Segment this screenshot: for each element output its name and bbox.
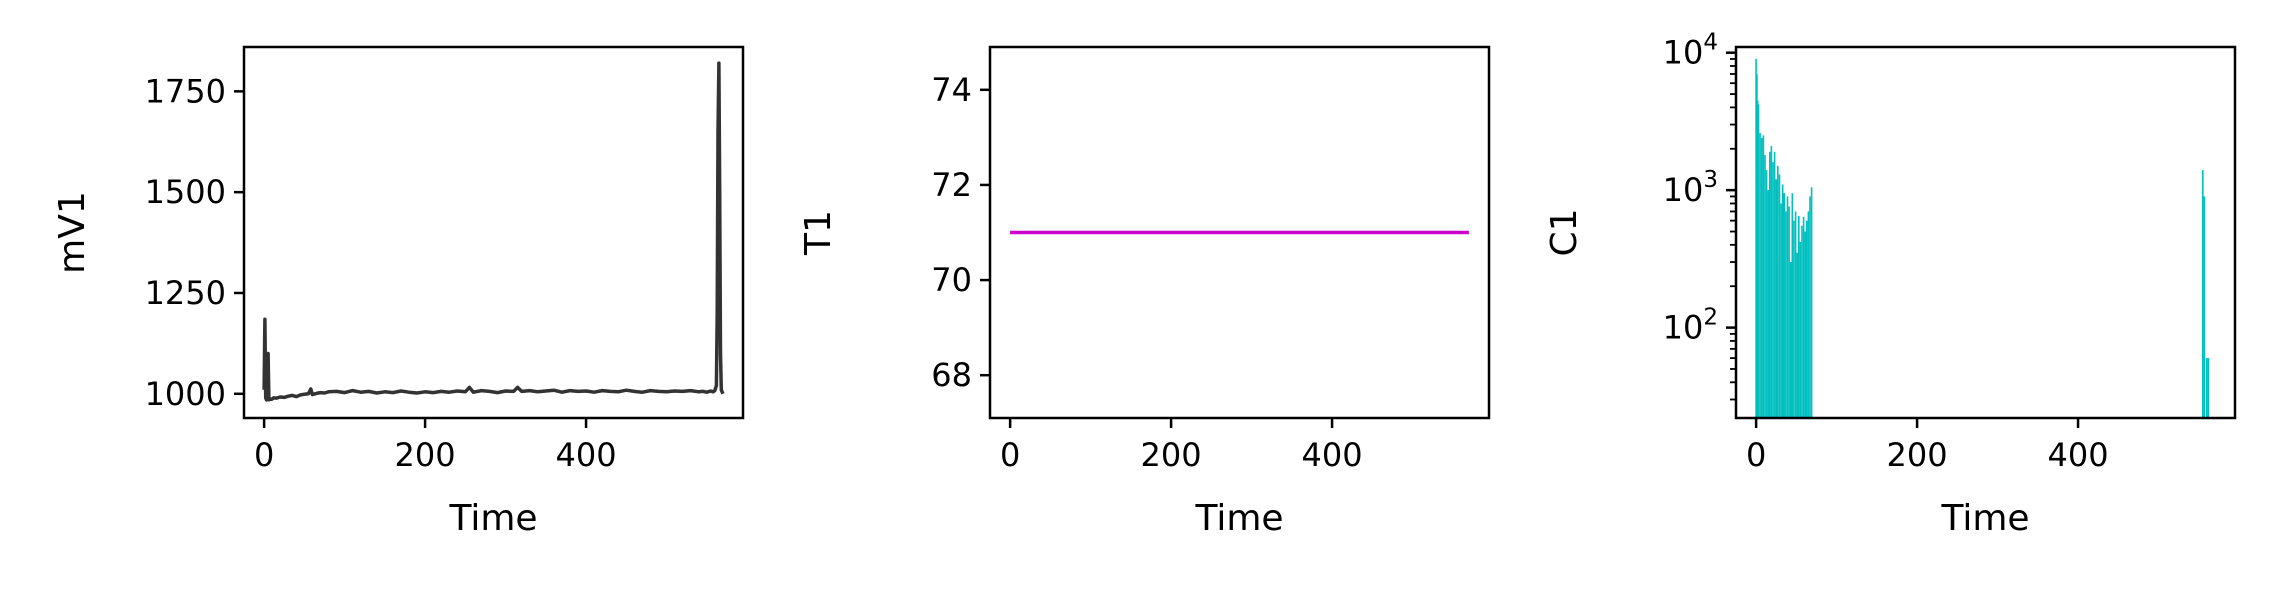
data-bar <box>1798 215 1800 418</box>
data-bar <box>1788 206 1790 418</box>
data-bar <box>1775 179 1777 418</box>
data-bar <box>1772 162 1774 418</box>
x-tick-label: 200 <box>1887 436 1948 474</box>
data-bar <box>1769 151 1771 418</box>
chart-panel-3: 0 200 400 102 103 104 Time C1 <box>1544 30 2237 539</box>
data-bar <box>1762 135 1765 418</box>
data-bar <box>1785 211 1787 418</box>
y-tick-label: 1250 <box>145 274 226 312</box>
y-tick-label: 1000 <box>145 375 226 413</box>
data-bar <box>1757 104 1760 418</box>
y-tick-label: 102 <box>1663 305 1718 347</box>
y-tick-label: 1500 <box>145 173 226 211</box>
x-tick-label: 0 <box>1000 436 1020 474</box>
y-tick-label: 68 <box>931 356 972 394</box>
y-tick-label: 1750 <box>145 72 226 110</box>
data-bar <box>1765 170 1768 418</box>
y-tick-label: 103 <box>1663 167 1718 209</box>
y-tick-label: 72 <box>931 166 972 204</box>
chart-panel-2: 0 200 400 68 70 72 74 Time T1 <box>798 45 1491 539</box>
y-tick-label: 74 <box>931 71 972 109</box>
data-bar <box>1786 196 1789 418</box>
x-tick-label: 200 <box>395 436 456 474</box>
x-tick-label: 200 <box>1141 436 1202 474</box>
data-bar <box>1802 216 1805 418</box>
data-bar <box>1796 252 1798 418</box>
data-bar <box>1781 184 1784 418</box>
y-tick-label: 104 <box>1663 30 1718 72</box>
x-tick-label: 400 <box>2048 436 2109 474</box>
data-bar <box>1809 196 1811 418</box>
y-axis-label: T1 <box>798 210 839 256</box>
data-bar <box>1767 190 1769 418</box>
axes-frame <box>242 45 745 420</box>
data-bar <box>1794 211 1797 418</box>
chart-panel-1: 0 200 400 1000 1250 1500 1750 Time mV1 <box>52 45 745 539</box>
data-bar <box>1807 211 1810 418</box>
x-axis-label: Time <box>1940 498 2029 539</box>
data-bar <box>1764 155 1766 418</box>
x-tick-label: 0 <box>1746 436 1766 474</box>
data-bar <box>1791 193 1794 418</box>
y-axis-label: mV1 <box>52 191 93 274</box>
x-tick-label: 0 <box>254 436 274 474</box>
data-bar <box>1801 225 1803 418</box>
data-bar <box>1756 74 1758 418</box>
data-bar <box>2203 196 2206 418</box>
data-bar <box>1799 241 1802 418</box>
axes-frame <box>1734 45 2237 420</box>
data-bar <box>2206 358 2208 418</box>
data-bar <box>2202 170 2204 418</box>
data-bar <box>1783 193 1786 418</box>
data-bar <box>1810 187 1813 418</box>
data-line-1 <box>262 61 725 402</box>
y-axis-label: C1 <box>1544 208 1585 256</box>
data-bar <box>1777 165 1779 418</box>
plot-data <box>1755 59 2210 418</box>
data-bar <box>1770 145 1773 418</box>
plot-data <box>262 61 725 402</box>
y-tick-label: 70 <box>931 261 972 299</box>
data-bar <box>1761 137 1763 418</box>
data-bar <box>1773 151 1776 418</box>
data-bar <box>1806 220 1808 418</box>
data-bar <box>1804 231 1806 418</box>
data-bar <box>2207 358 2210 418</box>
data-bar <box>1793 220 1795 418</box>
x-axis-label: Time <box>1194 498 1283 539</box>
x-tick-label: 400 <box>1302 436 1363 474</box>
data-bar <box>1778 174 1781 418</box>
data-bar <box>1789 262 1792 418</box>
x-tick-label: 400 <box>556 436 617 474</box>
data-bar <box>1780 203 1782 418</box>
axes-frame <box>988 45 1491 420</box>
data-bar <box>1759 133 1761 418</box>
x-axis-label: Time <box>448 498 537 539</box>
